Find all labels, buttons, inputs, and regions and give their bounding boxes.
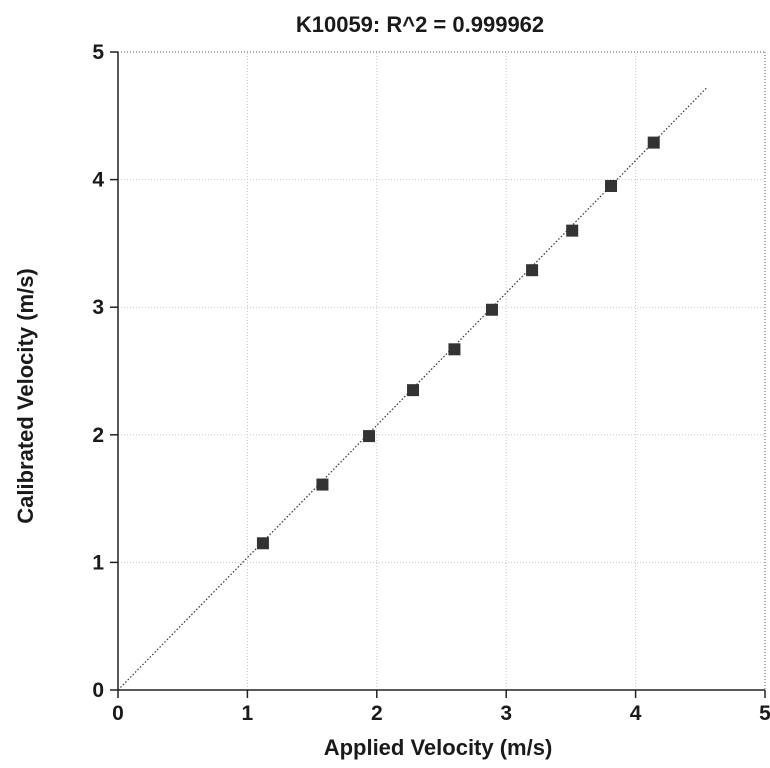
x-tick-label: 0 [112, 702, 124, 725]
y-tick-label: 3 [92, 296, 104, 319]
x-tick-label: 3 [500, 702, 512, 725]
y-tick-label: 2 [92, 424, 104, 447]
data-point [407, 384, 420, 397]
x-tick-label: 5 [759, 702, 770, 725]
y-tick-label: 1 [92, 551, 104, 574]
tick-layer: 0 1 2 3 4 5 0 1 2 3 4 5 [92, 41, 770, 725]
y-tick-label: 0 [92, 679, 104, 702]
y-axis-label: Calibrated Velocity (m/s) [13, 268, 38, 524]
data-point [485, 303, 498, 316]
data-point [316, 478, 329, 491]
data-point [526, 264, 539, 277]
chart-title: K10059: R^2 = 0.999962 [296, 12, 544, 37]
data-point [566, 224, 579, 237]
x-tick-label: 4 [630, 702, 642, 725]
x-tick-label: 2 [371, 702, 383, 725]
y-tick-label: 4 [92, 169, 104, 192]
grid-lines [118, 52, 765, 690]
plot-frame [117, 51, 766, 691]
x-axis-label: Applied Velocity (m/s) [324, 735, 553, 760]
data-point [647, 136, 660, 149]
data-point [448, 343, 461, 356]
data-point [256, 537, 269, 550]
data-point [363, 430, 376, 443]
data-point [605, 179, 618, 192]
y-tick-label: 5 [92, 41, 104, 64]
data-points [256, 136, 660, 550]
x-tick-label: 1 [242, 702, 254, 725]
